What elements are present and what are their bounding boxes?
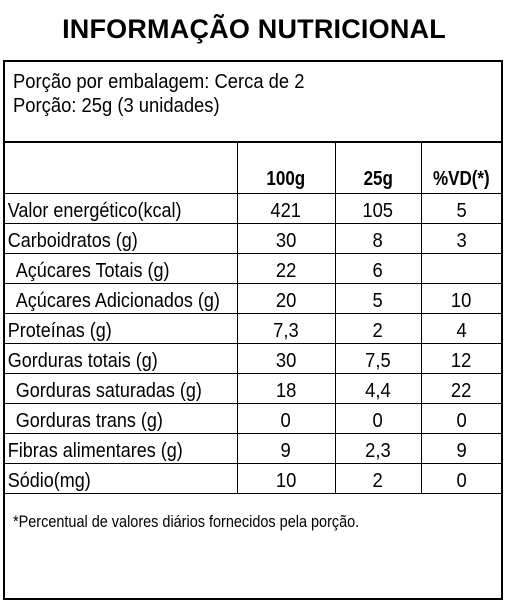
value-25g: 105 xyxy=(334,193,422,224)
table-row: Fibras alimentares (g) 9 2,3 9 xyxy=(5,433,501,464)
value-daily-percent: 0 xyxy=(420,463,501,494)
nutrient-label: Proteínas (g) xyxy=(5,313,238,344)
value-25g: 6 xyxy=(334,253,422,284)
column-header-100g: 100g xyxy=(236,141,336,194)
table-row: Gorduras trans (g) 0 0 0 xyxy=(5,403,501,434)
table-row: Sódio(mg) 10 2 0 xyxy=(5,463,501,494)
column-header-daily-value: %VD(*) xyxy=(420,141,501,194)
value-daily-percent: 3 xyxy=(420,223,501,254)
value-100g: 0 xyxy=(236,403,336,434)
table-row: Açúcares Totais (g) 22 6 xyxy=(5,253,501,284)
value-25g: 2,3 xyxy=(334,433,422,464)
value-25g: 2 xyxy=(334,313,422,344)
value-daily-percent: 10 xyxy=(420,283,501,314)
column-header-25g: 25g xyxy=(334,141,422,194)
value-daily-percent: 9 xyxy=(420,433,501,464)
table-row: Açúcares Adicionados (g) 20 5 10 xyxy=(5,283,501,314)
page-title: INFORMAÇÃO NUTRICIONAL xyxy=(62,14,446,44)
nutrient-label: Gorduras totais (g) xyxy=(5,343,238,374)
table-header-row: 100g 25g %VD(*) xyxy=(5,141,501,194)
value-25g: 5 xyxy=(334,283,422,314)
value-100g: 10 xyxy=(236,463,336,494)
value-daily-percent xyxy=(420,253,501,284)
nutrient-label: Açúcares Adicionados (g) xyxy=(5,283,238,314)
portion-size: Porção: 25g (3 unidades) xyxy=(13,95,220,117)
nutrient-label: Açúcares Totais (g) xyxy=(5,253,238,284)
table-row: Gorduras totais (g) 30 7,5 12 xyxy=(5,343,501,374)
nutrition-facts-panel: Porção por embalagem: Cerca de 2 Porção:… xyxy=(3,60,503,600)
value-100g: 30 xyxy=(236,343,336,374)
table-row: Gorduras saturadas (g) 18 4,4 22 xyxy=(5,373,501,404)
value-daily-percent: 4 xyxy=(420,313,501,344)
value-25g: 2 xyxy=(334,463,422,494)
value-25g: 4,4 xyxy=(334,373,422,404)
serving-info: Porção por embalagem: Cerca de 2 Porção:… xyxy=(13,70,304,118)
nutrient-label: Carboidratos (g) xyxy=(5,223,238,254)
value-25g: 0 xyxy=(334,403,422,434)
footnote: *Percentual de valores diários fornecido… xyxy=(13,512,360,531)
value-100g: 20 xyxy=(236,283,336,314)
value-daily-percent: 5 xyxy=(420,193,501,224)
nutrient-label: Gorduras saturadas (g) xyxy=(5,373,238,404)
nutrient-label: Fibras alimentares (g) xyxy=(5,433,238,464)
value-100g: 22 xyxy=(236,253,336,284)
value-100g: 9 xyxy=(236,433,336,464)
value-100g: 7,3 xyxy=(236,313,336,344)
nutrient-label: Gorduras trans (g) xyxy=(5,403,238,434)
value-daily-percent: 0 xyxy=(420,403,501,434)
value-25g: 7,5 xyxy=(334,343,422,374)
value-25g: 8 xyxy=(334,223,422,254)
value-100g: 421 xyxy=(236,193,336,224)
table-row: Valor energético(kcal) 421 105 5 xyxy=(5,193,501,224)
nutrition-table: 100g 25g %VD(*) Valor energético(kcal) 42… xyxy=(5,141,501,494)
column-header-nutrient xyxy=(5,141,238,194)
servings-per-package: Porção por embalagem: Cerca de 2 xyxy=(13,71,305,93)
value-daily-percent: 12 xyxy=(420,343,501,374)
value-daily-percent: 22 xyxy=(420,373,501,404)
nutrient-label: Valor energético(kcal) xyxy=(5,193,238,224)
table-row: Carboidratos (g) 30 8 3 xyxy=(5,223,501,254)
value-100g: 18 xyxy=(236,373,336,404)
value-100g: 30 xyxy=(236,223,336,254)
table-row: Proteínas (g) 7,3 2 4 xyxy=(5,313,501,344)
nutrient-label: Sódio(mg) xyxy=(5,463,238,494)
